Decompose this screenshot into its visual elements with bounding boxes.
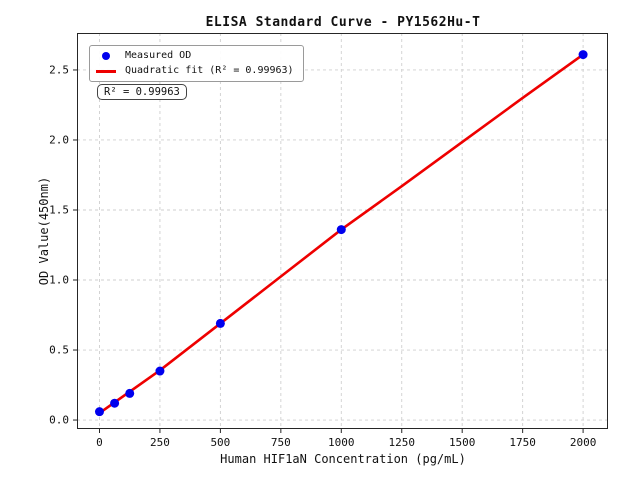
data-point — [125, 388, 135, 398]
data-point — [155, 366, 165, 376]
fit-line-swatch-icon — [96, 69, 120, 73]
chart-title: ELISA Standard Curve - PY1562Hu-T — [205, 15, 481, 30]
x-tick-label: 1250 — [388, 436, 415, 449]
y-tick-label: 2.0 — [49, 133, 69, 147]
legend-item-quadratic-fit: Quadratic fit (R² = 0.99963) — [96, 65, 294, 77]
plot-border — [77, 33, 608, 429]
legend-label-measured-od: Measured OD — [125, 50, 192, 61]
y-tick-label: 0.5 — [49, 343, 69, 357]
legend-item-measured-od: Measured OD — [96, 50, 294, 62]
x-tick-label: 1000 — [328, 436, 355, 449]
y-tick-label: 2.5 — [49, 63, 69, 77]
y-tick-label: 1.5 — [49, 203, 69, 217]
x-tick-label: 0 — [96, 436, 103, 449]
data-point — [215, 318, 225, 328]
x-tick-label: 1500 — [448, 436, 476, 449]
x-axis-label: Human HIF1aN Concentration (pg/mL) — [220, 452, 466, 466]
x-tick-label: 2000 — [569, 436, 597, 449]
x-tick-label: 1750 — [509, 436, 536, 449]
y-tick-label: 1.0 — [49, 273, 69, 287]
legend: Measured OD Quadratic fit (R² = 0.99963) — [89, 45, 304, 82]
y-axis-label: OD Value(450nm) — [37, 176, 51, 286]
data-point — [336, 225, 346, 235]
r-squared-annotation: R² = 0.99963 — [97, 84, 187, 100]
x-tick-label: 250 — [150, 436, 170, 449]
data-point — [578, 50, 588, 60]
y-tick-label: 0.0 — [49, 413, 69, 427]
x-tick-label: 500 — [210, 436, 231, 449]
data-point — [110, 398, 120, 408]
x-tick-label: 750 — [270, 436, 291, 449]
data-point — [94, 407, 104, 417]
measured-od-marker-icon — [96, 52, 120, 60]
legend-label-quadratic-fit: Quadratic fit (R² = 0.99963) — [125, 65, 294, 76]
